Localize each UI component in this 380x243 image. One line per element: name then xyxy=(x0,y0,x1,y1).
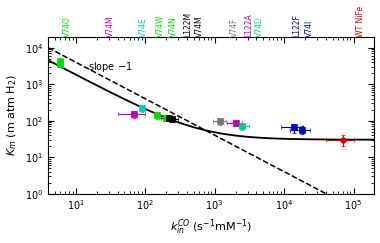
Text: L122M: L122M xyxy=(183,12,192,37)
Text: V74N: V74N xyxy=(169,16,178,37)
Text: V74M: V74M xyxy=(195,15,204,37)
Text: WT NiFe: WT NiFe xyxy=(356,6,365,37)
Text: V74O: V74O xyxy=(62,16,71,37)
Text: L122A: L122A xyxy=(244,13,253,37)
X-axis label: $k_{in}^{CO}$ (s$^{-1}$mM$^{-1}$): $k_{in}^{CO}$ (s$^{-1}$mM$^{-1}$) xyxy=(170,218,252,237)
Text: V74W: V74W xyxy=(155,14,165,37)
Text: V74F: V74F xyxy=(230,17,239,37)
Text: V74M: V74M xyxy=(106,15,114,37)
Text: V74I: V74I xyxy=(305,19,313,37)
Text: L122F: L122F xyxy=(292,14,301,37)
Y-axis label: $K_m$ (m atm H$_2$): $K_m$ (m atm H$_2$) xyxy=(6,74,19,156)
Text: V74E: V74E xyxy=(139,17,148,37)
Text: V74D: V74D xyxy=(255,16,264,37)
Text: slope $-1$: slope $-1$ xyxy=(88,60,132,74)
